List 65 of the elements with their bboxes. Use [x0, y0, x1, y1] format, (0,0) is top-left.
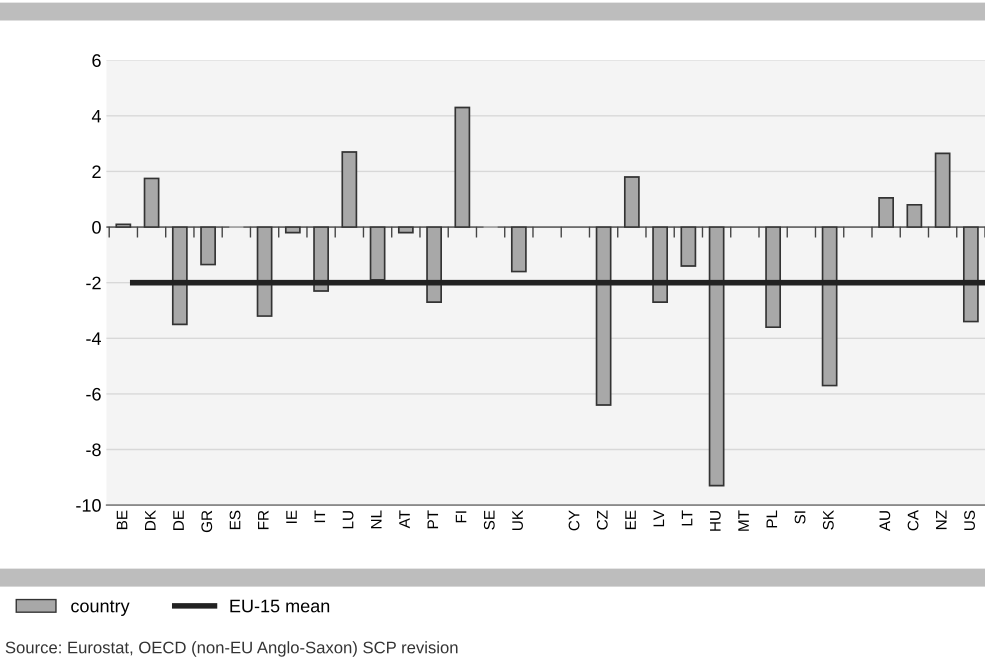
bar	[596, 226, 612, 406]
bar	[144, 178, 160, 228]
x-tick-label: FI	[456, 511, 466, 522]
x-tick-label: NL	[371, 510, 382, 528]
x-tick-label: PL	[766, 510, 778, 528]
y-tick-label: 6	[92, 54, 101, 67]
x-tick-label: LT	[682, 510, 692, 526]
y-tick-label: 4	[92, 110, 101, 122]
bar	[284, 226, 301, 234]
x-tick-label: ES	[230, 510, 240, 530]
x-tick-label: LU	[342, 511, 354, 528]
bar	[934, 152, 951, 228]
y-tick-label: -10	[76, 499, 101, 512]
y-tick-label: -6	[86, 388, 101, 401]
bar	[624, 176, 640, 228]
x-tick-label: AU	[880, 511, 890, 532]
bar	[454, 106, 470, 228]
bar	[652, 226, 668, 303]
bar	[313, 226, 329, 292]
bar	[765, 226, 782, 328]
bar	[115, 223, 132, 228]
bar	[708, 226, 725, 486]
bar	[822, 226, 838, 386]
y-tick-label: 0	[92, 221, 101, 234]
bar	[962, 226, 979, 322]
bar	[200, 226, 216, 266]
x-tick-label: BE	[116, 510, 128, 530]
x-tick-label: NZ	[936, 510, 947, 530]
x-tick-label: CA	[908, 510, 918, 530]
x-tick-label: UK	[512, 510, 523, 530]
bar	[398, 226, 414, 234]
x-tick-label: FR	[258, 510, 269, 530]
bar	[172, 226, 188, 326]
x-tick-label: GR	[201, 510, 212, 532]
x-tick-label: IE	[286, 510, 297, 523]
x-tick-label: CZ	[596, 510, 608, 530]
x-tick-label: DK	[145, 510, 156, 530]
x-tick-label: MT	[738, 510, 749, 531]
x-tick-label: US	[964, 510, 975, 530]
bar	[510, 226, 527, 272]
bar	[878, 197, 894, 228]
x-tick-label: SK	[822, 510, 834, 530]
bar	[370, 226, 386, 281]
y-tick-label: -8	[86, 443, 101, 456]
legend-label: EU-15 mean	[230, 600, 330, 612]
bar	[426, 226, 442, 303]
y-tick-label: 2	[92, 165, 101, 178]
legend-label: country	[71, 600, 130, 616]
x-tick-label: SE	[484, 510, 495, 530]
bar	[906, 204, 922, 228]
x-tick-label: LV	[654, 510, 664, 526]
bar	[256, 226, 272, 317]
bar	[341, 151, 358, 228]
x-tick-label: HU	[710, 511, 721, 531]
x-tick-label: PT	[428, 510, 438, 528]
source-note: Source: Eurostat, OECD (non-EU Anglo-Saxon) SCP revision	[6, 641, 458, 657]
x-tick-label: IT	[314, 510, 326, 522]
bar	[680, 226, 696, 267]
y-tick-label: -4	[86, 332, 101, 345]
x-tick-label: AT	[399, 510, 410, 528]
x-tick-label: SI	[794, 511, 806, 524]
x-tick-label: EE	[625, 510, 636, 530]
x-tick-label: DE	[173, 510, 184, 530]
y-tick-label: -2	[86, 276, 101, 290]
x-tick-label: CY	[568, 510, 580, 530]
